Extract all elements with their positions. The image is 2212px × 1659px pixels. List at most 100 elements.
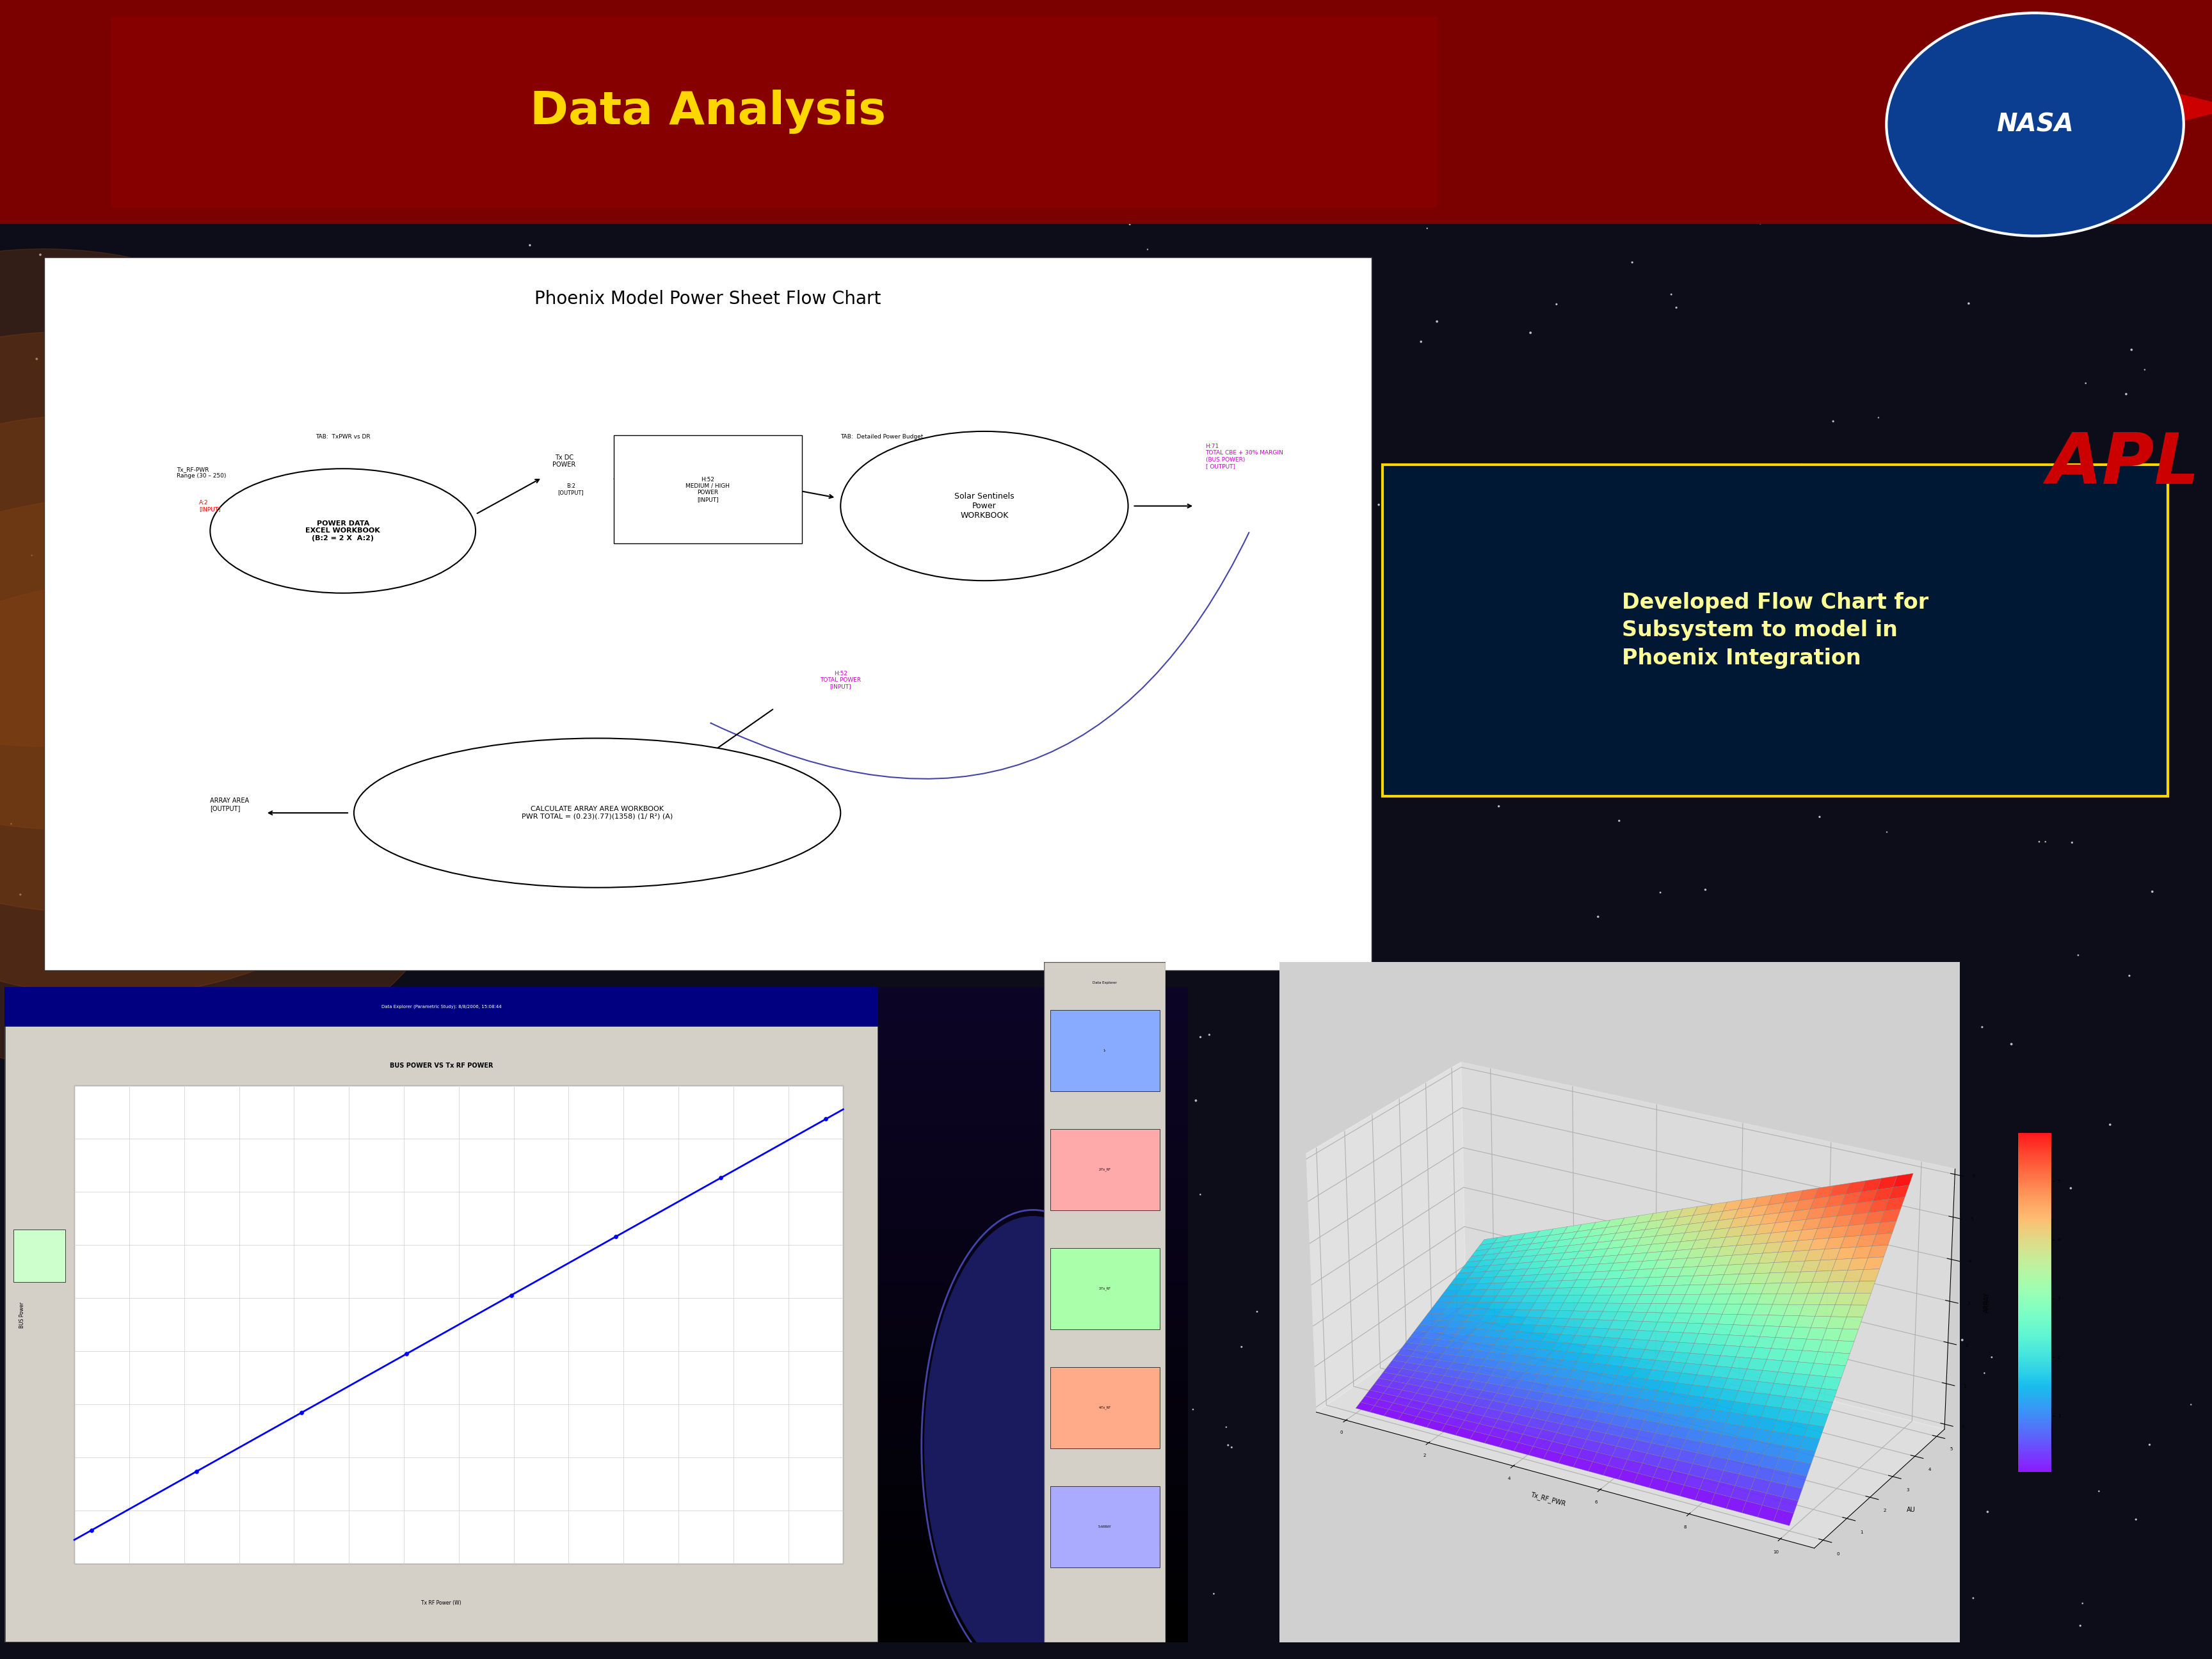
Point: [1741, 463, 1776, 489]
Point: [1155, 1433, 1190, 1460]
Point: [1860, 405, 1896, 431]
Point: [1442, 1536, 1478, 1563]
Point: [221, 10, 257, 36]
Point: [148, 1274, 184, 1301]
Point: [338, 952, 374, 979]
FancyBboxPatch shape: [13, 1229, 66, 1282]
Point: [1971, 1498, 2006, 1525]
Point: [168, 1183, 204, 1209]
Point: [843, 1450, 878, 1477]
Point: [889, 134, 925, 161]
Point: [1601, 808, 1637, 834]
Point: [1615, 249, 1650, 275]
Text: BUS Power: BUS Power: [20, 1302, 24, 1327]
Point: [1783, 451, 1818, 478]
Point: [199, 1020, 234, 1047]
Point: [2135, 878, 2170, 904]
Point: [2095, 693, 2130, 720]
Point: [1659, 294, 1694, 320]
Point: [1966, 1360, 2002, 1387]
Point: [1113, 966, 1148, 992]
Point: [2062, 1613, 2097, 1639]
Point: [1190, 411, 1225, 438]
Point: [1360, 1390, 1396, 1417]
Y-axis label: AU: AU: [1907, 1506, 1916, 1513]
Point: [672, 10, 708, 36]
Point: [1279, 761, 1314, 788]
FancyBboxPatch shape: [1051, 1010, 1159, 1092]
Point: [1767, 660, 1803, 687]
Point: [801, 1103, 836, 1130]
Point: [1026, 169, 1062, 196]
Point: [688, 1397, 723, 1423]
Circle shape: [0, 332, 398, 830]
Point: [389, 1340, 425, 1367]
Point: [1564, 1345, 1599, 1372]
Point: [170, 848, 206, 874]
Point: [51, 1108, 86, 1135]
Point: [1874, 995, 1909, 1022]
Point: [1922, 1100, 1958, 1126]
Point: [1588, 538, 1624, 564]
Point: [1482, 793, 1517, 820]
Point: [1951, 290, 1986, 317]
Point: [1719, 733, 1754, 760]
Point: [2121, 519, 2157, 546]
FancyBboxPatch shape: [615, 435, 803, 544]
Point: [73, 191, 108, 217]
Text: POWER DATA
EXCEL WORKBOOK
(B:2 = 2 X  A:2): POWER DATA EXCEL WORKBOOK (B:2 = 2 X A:2…: [305, 521, 380, 541]
Point: [633, 1501, 668, 1528]
Point: [2028, 828, 2064, 854]
Point: [1898, 1627, 1933, 1654]
Point: [779, 1244, 814, 1271]
Circle shape: [925, 1216, 1141, 1659]
Point: [482, 614, 518, 640]
Point: [807, 1107, 843, 1133]
Point: [1360, 491, 1396, 518]
Point: [2081, 1478, 2117, 1505]
Point: [1420, 309, 1455, 335]
Point: [838, 108, 874, 134]
Text: Tx RF Power (W): Tx RF Power (W): [420, 1601, 462, 1606]
Point: [226, 249, 261, 275]
Point: [701, 151, 737, 178]
Point: [1900, 1513, 1936, 1540]
Point: [22, 242, 58, 269]
Point: [239, 778, 274, 805]
Point: [416, 868, 451, 894]
Point: [1829, 667, 1865, 693]
Point: [1493, 987, 1528, 1014]
Point: [1095, 531, 1130, 557]
Point: [1540, 290, 1575, 317]
Point: [414, 1468, 449, 1495]
Point: [1292, 1063, 1327, 1090]
Text: CALCULATE ARRAY AREA WORKBOOK
PWR TOTAL = (0.23)(.77)(1358) (1/ R²) (A): CALCULATE ARRAY AREA WORKBOOK PWR TOTAL …: [522, 806, 672, 820]
Point: [146, 727, 181, 753]
Point: [929, 660, 964, 687]
Point: [0, 1553, 33, 1579]
Point: [1743, 209, 1778, 236]
Point: [190, 536, 226, 562]
Point: [1409, 1199, 1444, 1226]
Point: [2059, 942, 2095, 969]
Point: [1944, 70, 1980, 96]
Point: [814, 1362, 849, 1389]
Point: [1290, 1068, 1325, 1095]
Point: [787, 898, 823, 924]
Text: H:52
MEDIUM / HIGH
POWER
[INPUT]: H:52 MEDIUM / HIGH POWER [INPUT]: [686, 476, 730, 503]
Point: [338, 501, 374, 528]
Point: [2055, 830, 2090, 856]
Point: [905, 297, 940, 324]
Point: [1077, 8, 1113, 35]
Point: [896, 674, 931, 700]
Point: [1593, 617, 1628, 644]
Point: [1522, 1044, 1557, 1070]
Point: [1652, 116, 1688, 143]
Point: [1964, 1014, 2000, 1040]
Point: [1438, 1339, 1473, 1365]
Point: [1402, 328, 1438, 355]
Point: [1522, 103, 1557, 129]
Point: [1469, 1423, 1504, 1450]
Point: [606, 679, 641, 705]
Point: [836, 700, 872, 727]
